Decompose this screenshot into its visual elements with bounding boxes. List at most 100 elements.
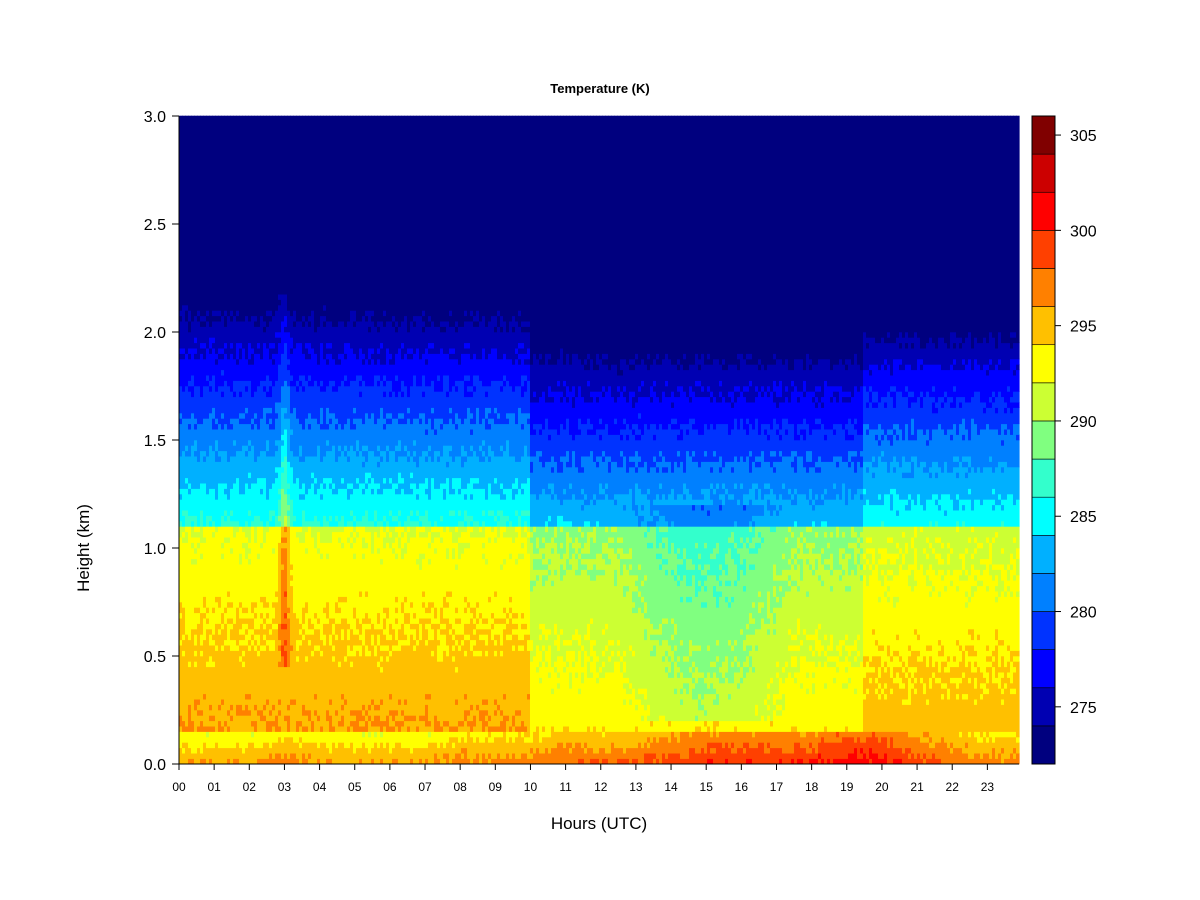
heatmap-cell — [347, 628, 351, 641]
heatmap-cell — [536, 423, 540, 452]
heatmap-cell — [473, 639, 477, 646]
heatmap-cell — [242, 661, 246, 668]
heatmap-cell — [425, 358, 429, 365]
heatmap-cell — [407, 612, 411, 624]
heatmap-cell — [434, 617, 438, 624]
heatmap-cell — [692, 682, 696, 689]
heatmap-cell — [422, 450, 426, 484]
heatmap-cell — [377, 358, 381, 376]
heatmap-cell — [515, 515, 519, 527]
heatmap-cell — [560, 401, 564, 425]
heatmap-cell — [626, 590, 630, 678]
heatmap-cell — [575, 115, 579, 354]
heatmap-cell — [395, 607, 399, 614]
heatmap-cell — [716, 423, 720, 462]
heatmap-cell — [401, 747, 405, 765]
heatmap-cell — [659, 526, 663, 533]
heatmap-cell — [689, 666, 693, 673]
heatmap-cell — [710, 499, 714, 506]
heatmap-cell — [272, 353, 276, 360]
heatmap-cell — [263, 709, 267, 716]
heatmap-cell — [419, 482, 423, 516]
heatmap-cell — [326, 407, 330, 425]
heatmap-cell — [440, 536, 444, 543]
heatmap-cell — [635, 585, 639, 592]
heatmap-cell — [413, 715, 417, 722]
heatmap-cell — [392, 628, 396, 646]
heatmap-cell — [428, 623, 432, 641]
heatmap-cell — [341, 596, 345, 603]
heatmap-cell — [179, 715, 183, 727]
heatmap-cell — [686, 369, 690, 398]
heatmap-cell — [467, 720, 471, 727]
heatmap-cell — [398, 515, 402, 522]
heatmap-cell — [344, 747, 348, 765]
heatmap-cell — [389, 423, 393, 452]
heatmap-cell — [368, 115, 372, 311]
heatmap-cell — [248, 644, 252, 651]
heatmap-cell — [464, 720, 468, 732]
heatmap-cell — [644, 639, 648, 689]
heatmap-cell — [698, 526, 702, 554]
heatmap-cell — [311, 742, 315, 765]
heatmap-cell — [458, 418, 462, 457]
heatmap-cell — [182, 634, 186, 641]
heatmap-cell — [437, 758, 441, 765]
heatmap-cell — [356, 526, 360, 533]
heatmap-cell — [224, 520, 228, 527]
heatmap-cell — [239, 526, 243, 554]
heatmap-cell — [635, 515, 639, 527]
heatmap-cell — [572, 439, 576, 452]
heatmap-cell — [368, 655, 372, 705]
heatmap-cell — [587, 353, 591, 360]
heatmap-cell — [542, 634, 546, 646]
heatmap-cell — [326, 526, 330, 543]
heatmap-cell — [185, 488, 189, 511]
heatmap-cell — [686, 601, 690, 657]
heatmap-cell — [479, 445, 483, 452]
heatmap-cell — [482, 526, 486, 538]
heatmap-cell — [221, 369, 225, 376]
heatmap-cell — [479, 639, 483, 651]
heatmap-cell — [518, 347, 522, 354]
heatmap-cell — [194, 650, 198, 657]
heatmap-cell — [344, 342, 348, 354]
heatmap-cell — [659, 499, 663, 506]
heatmap-cell — [479, 450, 483, 462]
heatmap-cell — [560, 472, 564, 506]
heatmap-cell — [272, 623, 276, 630]
heatmap-cell — [326, 115, 330, 322]
heatmap-cell — [587, 418, 591, 430]
heatmap-cell — [557, 688, 561, 732]
heatmap-cell — [545, 542, 549, 565]
heatmap-cell — [383, 396, 387, 419]
heatmap-cell — [755, 731, 759, 749]
heatmap-cell — [443, 758, 447, 765]
heatmap-cell — [212, 407, 216, 419]
heatmap-cell — [467, 601, 471, 608]
heatmap-cell — [704, 542, 708, 549]
heatmap-cell — [197, 542, 201, 549]
heatmap-cell — [281, 320, 285, 354]
heatmap-cell — [743, 391, 747, 398]
heatmap-cell — [701, 704, 705, 711]
heatmap-cell — [275, 752, 279, 765]
heatmap-cell — [245, 450, 249, 457]
heatmap-cell — [578, 650, 582, 689]
heatmap-cell — [665, 731, 669, 738]
heatmap-cell — [299, 461, 303, 489]
heatmap-cell — [275, 380, 279, 403]
heatmap-cell — [443, 596, 447, 608]
heatmap-cell — [398, 412, 402, 419]
heatmap-cell — [644, 526, 648, 533]
heatmap-cell — [368, 358, 372, 365]
heatmap-cell — [668, 504, 672, 527]
heatmap-cell — [614, 531, 618, 554]
heatmap-cell — [251, 428, 255, 446]
heatmap-cell — [422, 482, 426, 516]
heatmap-cell — [251, 418, 255, 425]
heatmap-cell — [191, 720, 195, 732]
heatmap-cell — [662, 558, 666, 565]
heatmap-cell — [551, 536, 555, 549]
heatmap-cell — [698, 693, 702, 700]
